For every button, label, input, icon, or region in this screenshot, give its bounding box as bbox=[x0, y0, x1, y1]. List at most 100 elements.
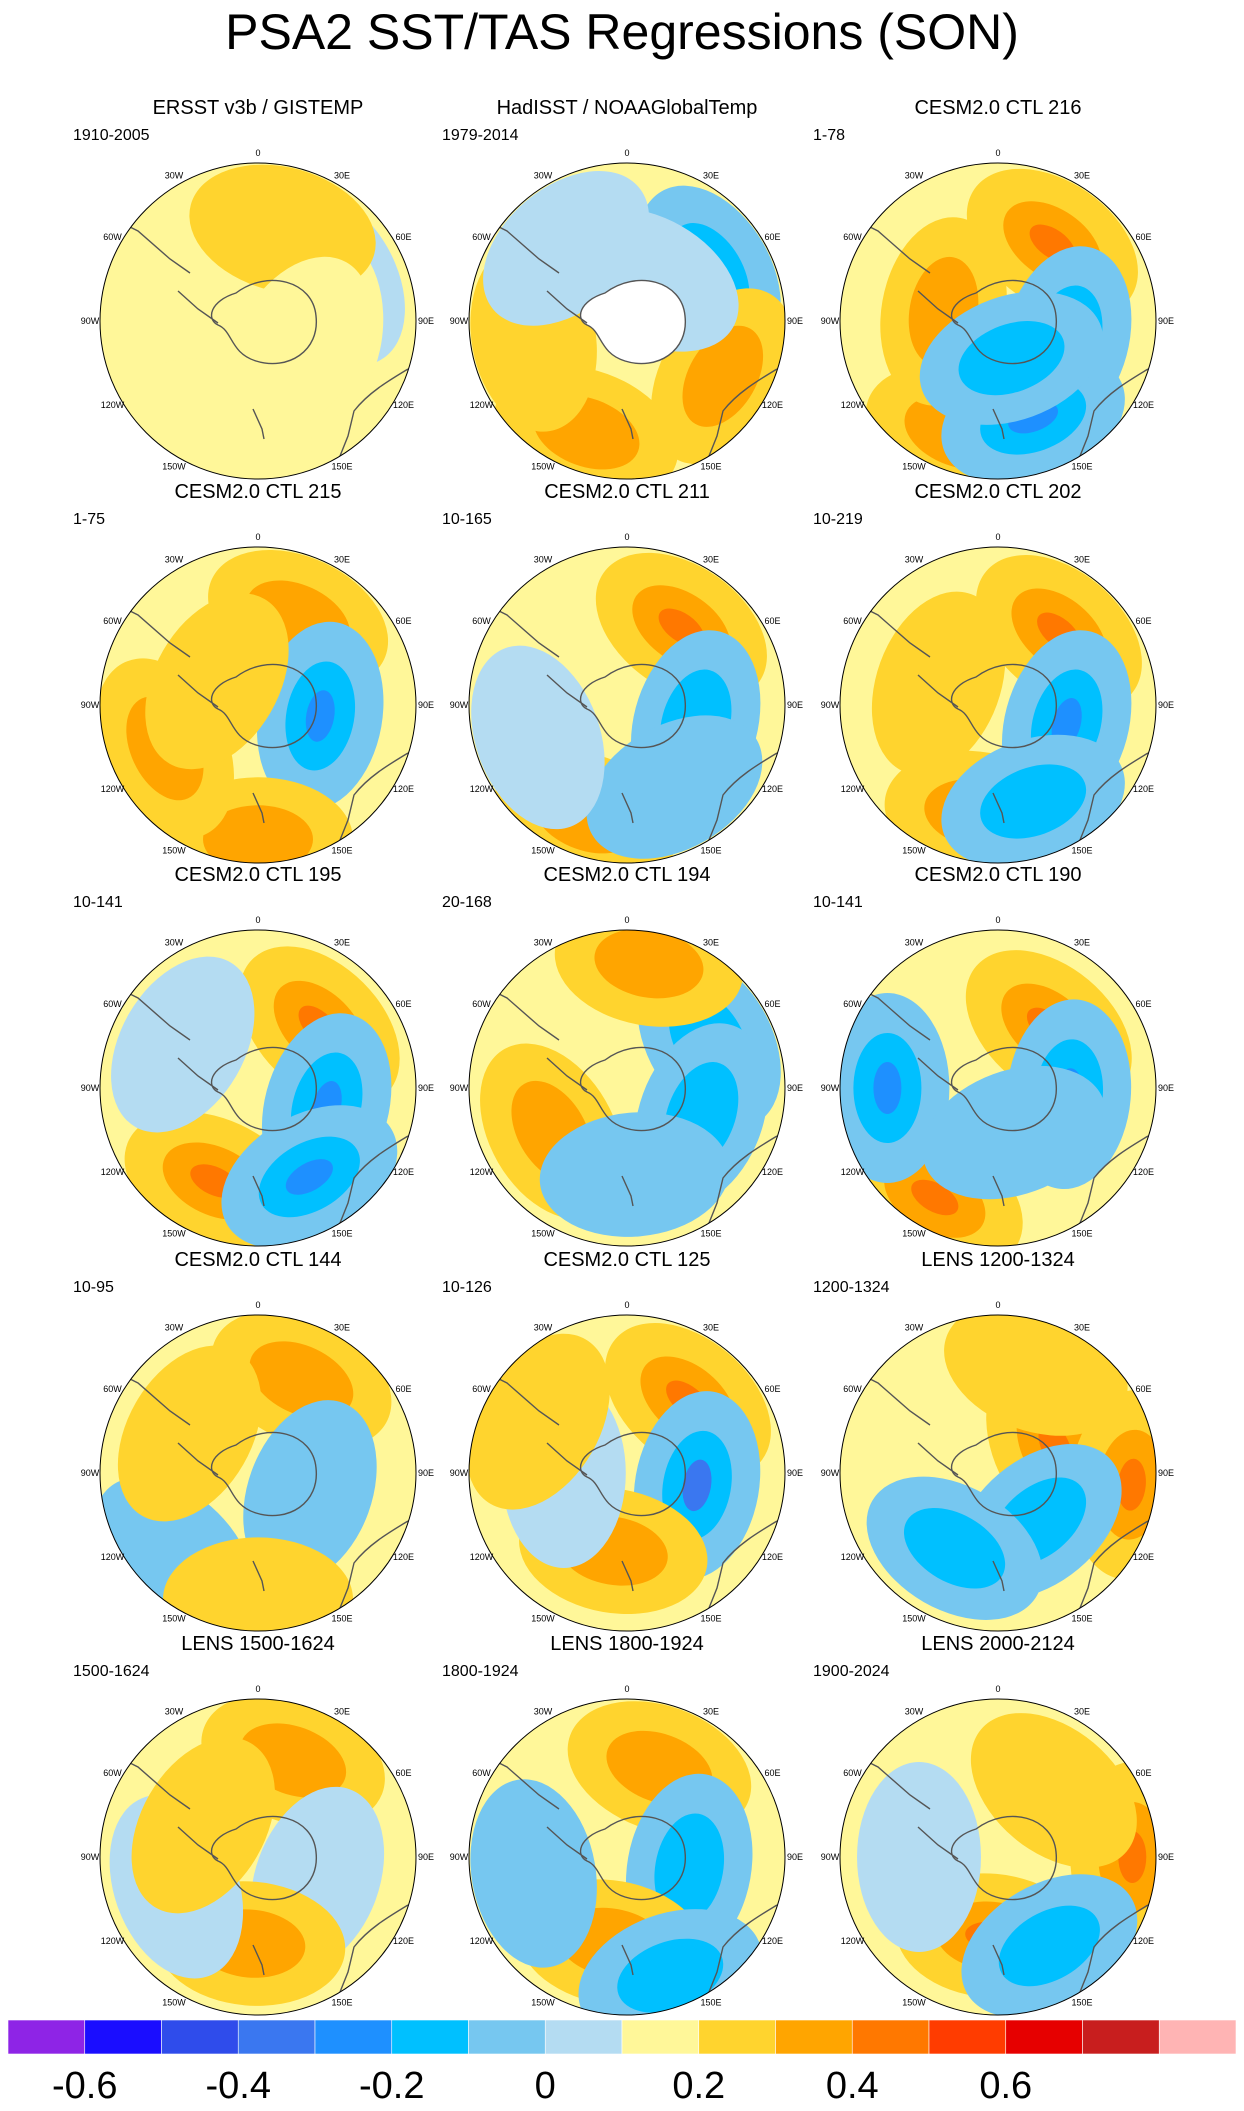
panel-title: CESM2.0 CTL 190 bbox=[914, 864, 1082, 886]
antarctic-peninsula bbox=[917, 1057, 959, 1091]
anomaly-region bbox=[483, 171, 650, 326]
panel-title: CESM2.0 CTL 216 bbox=[914, 97, 1082, 119]
longitude-label: 0 bbox=[624, 1684, 629, 1694]
longitude-label: 60E bbox=[395, 1384, 411, 1394]
panel-period: 10-126 bbox=[442, 1279, 492, 1296]
colorbar-swatch bbox=[237, 2020, 316, 2054]
panel-period: 10-95 bbox=[73, 1279, 114, 1296]
longitude-label: 120W bbox=[841, 784, 865, 794]
longitude-label: 90E bbox=[418, 1468, 434, 1478]
longitude-label: 60W bbox=[472, 1768, 491, 1778]
new-zealand-coastline bbox=[252, 1175, 265, 1207]
longitude-label: 120E bbox=[762, 784, 783, 794]
anomaly-region bbox=[131, 1737, 275, 1914]
new-zealand-coastline bbox=[252, 408, 265, 440]
anomaly-region bbox=[145, 593, 289, 770]
longitude-label: 30E bbox=[334, 1323, 350, 1333]
colorbar-swatch bbox=[161, 2020, 239, 2054]
longitude-label: 60W bbox=[472, 616, 491, 626]
colorbar-tick-label: 0.6 bbox=[979, 2065, 1033, 2107]
longitude-label: 60E bbox=[764, 616, 780, 626]
map-panel: CESM2.0 CTL 194 20-168 0 30E 60E 90E 120E 150E 1… bbox=[420, 863, 834, 1248]
map-panel: CESM2.0 CTL 14410-95030E60E90E120E150E18… bbox=[51, 1248, 465, 1633]
longitude-label: 60E bbox=[764, 1768, 780, 1778]
antarctica-coastline bbox=[210, 1815, 317, 1901]
longitude-label: 90E bbox=[418, 700, 434, 710]
africa-coastline bbox=[1088, 547, 1111, 584]
longitude-label: 120E bbox=[762, 1936, 783, 1946]
australia-coastline bbox=[706, 1904, 778, 1998]
colorbar-swatch bbox=[468, 2020, 546, 2054]
longitude-label: 150E bbox=[331, 1997, 352, 2007]
longitude-label: 30E bbox=[1074, 555, 1090, 565]
africa-coastline bbox=[348, 930, 371, 967]
antarctica-coastline bbox=[579, 1431, 686, 1517]
longitude-label: 90W bbox=[821, 1083, 840, 1093]
anomaly-peak bbox=[285, 1159, 333, 1195]
longitude-label: 0 bbox=[995, 148, 1000, 158]
map-boundary bbox=[839, 929, 1157, 1247]
longitude-label: 30W bbox=[534, 555, 553, 565]
anomaly-peak bbox=[873, 1062, 902, 1114]
colorbar-swatch bbox=[8, 2020, 86, 2054]
antarctica-coastline bbox=[950, 1431, 1057, 1517]
australia-coastline bbox=[706, 752, 778, 846]
panel-title: CESM2.0 CTL 144 bbox=[174, 1249, 342, 1271]
longitude-label: 90E bbox=[1158, 700, 1174, 710]
longitude-label: 30E bbox=[703, 555, 719, 565]
longitude-label: 30W bbox=[905, 171, 924, 181]
anomaly-peak bbox=[305, 690, 335, 742]
longitude-label: 60W bbox=[103, 1768, 122, 1778]
polar-map: 030E60E90E120E150E180150W120W90W60W30W bbox=[450, 1300, 803, 1632]
africa-coastline bbox=[1088, 163, 1111, 200]
longitude-label: 120W bbox=[470, 1936, 494, 1946]
antarctica-coastline bbox=[579, 279, 686, 365]
africa-coastline bbox=[1088, 1315, 1111, 1352]
panel-period: 10-165 bbox=[442, 511, 492, 528]
anomaly-core bbox=[249, 1341, 354, 1419]
map-panel: CESM2.0 CTL 202 10-219 0 30E 60E 90E 120E 150E 1… bbox=[791, 480, 1205, 865]
longitude-label: 120E bbox=[393, 784, 414, 794]
panel-period: 10-141 bbox=[73, 894, 123, 911]
polar-map: 030E60E90E120E150E180150W120W90W60W30W bbox=[821, 915, 1174, 1247]
longitude-label: 150W bbox=[531, 1613, 555, 1623]
longitude-label: 120E bbox=[393, 1167, 414, 1177]
longitude-label: 120W bbox=[841, 1552, 865, 1562]
map-panel: CESM2.0 CTL 195 10-141 0 30E 60E 90E 120E 150E 1… bbox=[51, 863, 465, 1248]
anomaly-region bbox=[111, 956, 255, 1133]
longitude-label: 120E bbox=[393, 1552, 414, 1562]
polar-map: 030E60E90E120E150E180150W120W90W60W30W bbox=[450, 915, 803, 1247]
longitude-label: 60E bbox=[395, 999, 411, 1009]
panel-period: 1-78 bbox=[813, 127, 846, 144]
longitude-label: 60E bbox=[1135, 616, 1151, 626]
anomaly-core bbox=[998, 1905, 1100, 1987]
longitude-label: 30W bbox=[905, 1323, 924, 1333]
longitude-label: 30E bbox=[1074, 1707, 1090, 1717]
longitude-label: 150W bbox=[162, 461, 186, 471]
colorbar bbox=[8, 2020, 1236, 2054]
antarctica-coastline bbox=[579, 1815, 686, 1901]
longitude-label: 90W bbox=[81, 700, 100, 710]
map-panel: LENS 2000-2124 1900-2024 0 30E 60E 90E 120E 150… bbox=[791, 1632, 1205, 2017]
longitude-label: 30E bbox=[334, 1707, 350, 1717]
polar-map: 030E60E90E120E150E180150W120W90W60W30W bbox=[821, 1300, 1174, 1632]
antarctica-coastline bbox=[950, 1046, 1057, 1132]
polar-map: 030E60E90E120E150E180150W120W90W60W30W bbox=[81, 915, 434, 1247]
antarctic-peninsula bbox=[177, 1442, 219, 1476]
panel-period: 1800-1924 bbox=[442, 1663, 519, 1680]
longitude-label: 60E bbox=[1135, 1384, 1151, 1394]
longitude-label: 60W bbox=[843, 1768, 862, 1778]
longitude-label: 60W bbox=[472, 232, 491, 242]
australia-coastline bbox=[706, 1135, 778, 1229]
australia-coastline bbox=[1077, 1135, 1149, 1229]
map-panel: CESM2.0 CTL 190 10-141 0 30E 60E 90E 120E 150E 1… bbox=[791, 863, 1205, 1248]
anomaly-core bbox=[958, 321, 1065, 396]
africa-coastline bbox=[348, 1699, 371, 1736]
longitude-label: 120E bbox=[762, 1167, 783, 1177]
australia-coastline bbox=[1077, 1904, 1149, 1998]
panel-period: 10-219 bbox=[813, 511, 863, 528]
antarctic-peninsula bbox=[917, 1826, 959, 1860]
map-boundary bbox=[468, 1314, 786, 1632]
longitude-label: 60E bbox=[1135, 1768, 1151, 1778]
longitude-label: 120W bbox=[470, 1167, 494, 1177]
